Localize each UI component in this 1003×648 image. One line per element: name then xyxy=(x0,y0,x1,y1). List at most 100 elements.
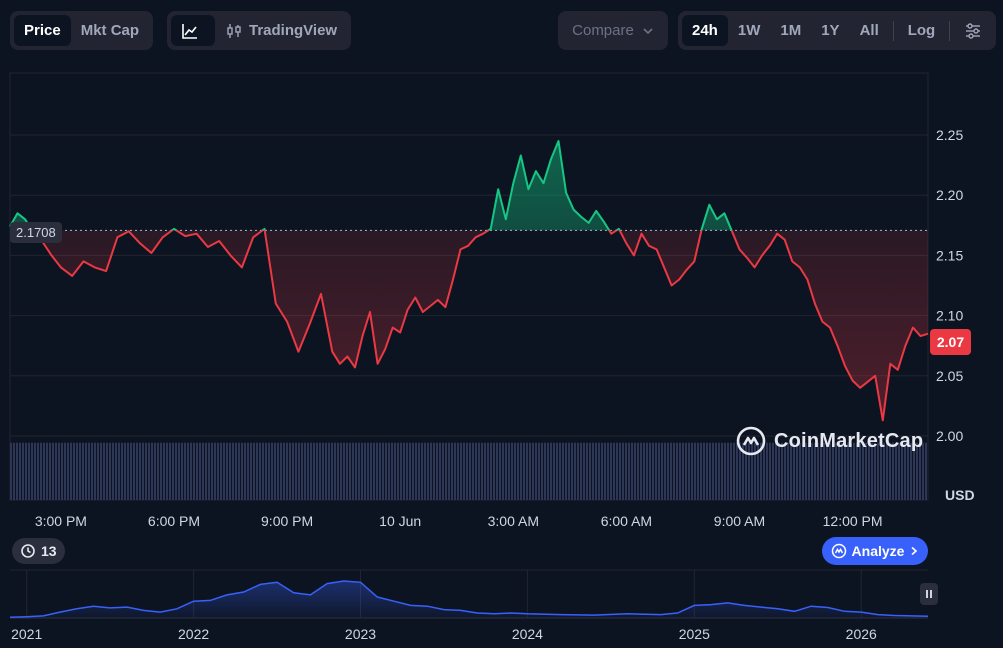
volume-bar xyxy=(901,442,903,500)
volume-bar xyxy=(478,442,480,500)
volume-bar xyxy=(64,442,66,500)
volume-bar xyxy=(67,442,69,500)
volume-bars xyxy=(10,442,927,500)
volume-bar xyxy=(238,442,240,500)
volume-bar xyxy=(715,442,717,500)
volume-bar xyxy=(391,442,393,500)
volume-bar xyxy=(799,442,801,500)
volume-bar xyxy=(811,442,813,500)
volume-bar xyxy=(19,442,21,500)
volume-bar xyxy=(646,442,648,500)
y-tick-label: 2.20 xyxy=(936,187,963,203)
volume-bar xyxy=(514,442,516,500)
line-chart-icon xyxy=(181,22,199,40)
volume-bar xyxy=(793,442,795,500)
volume-bar xyxy=(190,442,192,500)
volume-bar xyxy=(13,442,15,500)
volume-bar xyxy=(853,442,855,500)
volume-bar xyxy=(124,442,126,500)
volume-bar xyxy=(43,442,45,500)
volume-bar xyxy=(358,442,360,500)
y-tick-label: 2.25 xyxy=(936,127,963,143)
volume-bar xyxy=(604,442,606,500)
range-1w-button[interactable]: 1W xyxy=(737,22,761,39)
volume-bar xyxy=(418,442,420,500)
volume-bar xyxy=(739,442,741,500)
volume-bar xyxy=(451,442,453,500)
history-navigator[interactable]: 2021 2022 2023 2024 2025 2026 xyxy=(9,569,929,642)
volume-bar xyxy=(157,442,159,500)
volume-bar xyxy=(235,442,237,500)
volume-bar xyxy=(640,442,642,500)
volume-bar xyxy=(208,442,210,500)
range-1m-button[interactable]: 1M xyxy=(780,22,802,39)
volume-bar xyxy=(634,442,636,500)
volume-bar xyxy=(49,442,51,500)
analyze-button[interactable]: Analyze xyxy=(822,537,928,565)
range-24h-button[interactable]: 24h xyxy=(682,15,728,46)
volume-bar xyxy=(787,442,789,500)
volume-bar xyxy=(253,442,255,500)
range-1y-button[interactable]: 1Y xyxy=(821,22,840,39)
volume-bar xyxy=(205,442,207,500)
volume-bar xyxy=(541,442,543,500)
volume-bar xyxy=(148,442,150,500)
volume-bar xyxy=(46,442,48,500)
volume-bar xyxy=(292,442,294,500)
range-selector: 24h 1W 1M 1Y All Log xyxy=(678,11,997,50)
compare-dropdown[interactable]: Compare xyxy=(558,11,668,50)
volume-bar xyxy=(871,442,873,500)
volume-bar xyxy=(100,442,102,500)
volume-bar xyxy=(598,442,600,500)
price-tab[interactable]: Price xyxy=(14,15,71,46)
line-chart-button[interactable] xyxy=(171,15,215,46)
volume-bar xyxy=(262,442,264,500)
price-line xyxy=(9,140,929,422)
volume-bar xyxy=(136,442,138,500)
range-divider xyxy=(892,20,894,41)
volume-bar xyxy=(130,442,132,500)
volume-bar xyxy=(712,442,714,500)
analyze-label: Analyze xyxy=(851,543,905,559)
volume-bar xyxy=(730,442,732,500)
volume-bar xyxy=(346,442,348,500)
range-all-button[interactable]: All xyxy=(859,22,879,39)
volume-bar xyxy=(862,442,864,500)
volume-bar xyxy=(808,442,810,500)
volume-bar xyxy=(559,442,561,500)
volume-bar xyxy=(364,442,366,500)
volume-bar xyxy=(400,442,402,500)
volume-bar xyxy=(562,442,564,500)
volume-bar xyxy=(766,442,768,500)
volume-bar xyxy=(340,442,342,500)
volume-bar xyxy=(607,442,609,500)
volume-bar xyxy=(265,442,267,500)
volume-bar xyxy=(196,442,198,500)
navigator-handle[interactable] xyxy=(920,583,938,605)
log-scale-button[interactable]: Log xyxy=(907,22,936,39)
mkt-cap-tab[interactable]: Mkt Cap xyxy=(80,22,140,39)
volume-bar xyxy=(403,442,405,500)
volume-bar xyxy=(919,442,921,500)
volume-bar xyxy=(922,442,924,500)
history-button[interactable]: 13 xyxy=(12,538,65,564)
volume-bar xyxy=(532,442,534,500)
y-tick-label: 2.05 xyxy=(936,368,963,384)
volume-bar xyxy=(823,442,825,500)
volume-bar xyxy=(40,442,42,500)
volume-bar xyxy=(724,442,726,500)
navigator-line xyxy=(9,580,929,618)
volume-bar xyxy=(703,442,705,500)
navigator-year-label: 2024 xyxy=(512,626,543,642)
volume-bar xyxy=(487,442,489,500)
chart-settings-button[interactable] xyxy=(954,15,992,46)
volume-bar xyxy=(34,442,36,500)
volume-bar xyxy=(445,442,447,500)
x-tick-label: 12:00 PM xyxy=(823,513,883,529)
volume-bar xyxy=(118,442,120,500)
volume-bar xyxy=(616,442,618,500)
volume-bar xyxy=(673,442,675,500)
chevron-down-icon xyxy=(642,25,654,37)
tradingview-button[interactable]: TradingView xyxy=(215,15,347,46)
